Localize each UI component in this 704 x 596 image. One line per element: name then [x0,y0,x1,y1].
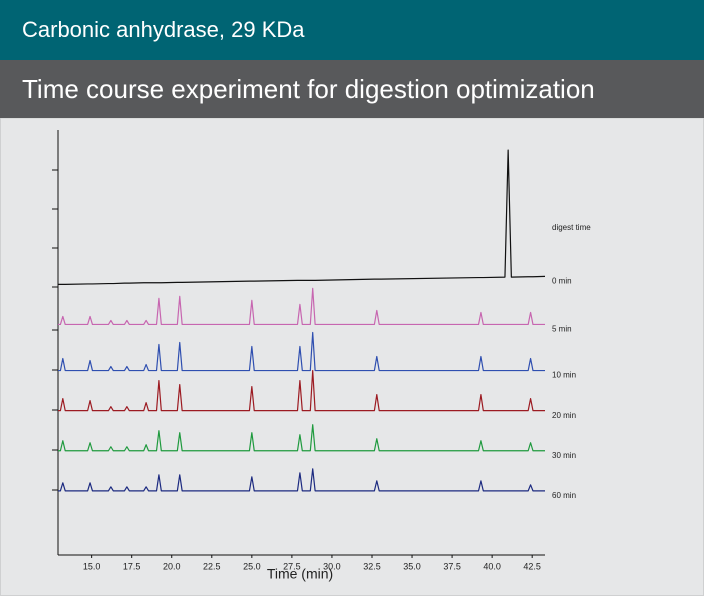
x-tick-label: 37.5 [443,561,461,571]
trace [58,369,545,412]
legend-label: 5 min [552,325,572,334]
x-tick-label: 30.0 [323,561,341,571]
x-tick-label: 22.5 [203,561,221,571]
chart-panel [0,118,704,596]
legend-label: 10 min [552,371,576,380]
subtitle-bar: Time course experiment for digestion opt… [0,60,704,118]
trace [58,287,545,326]
x-tick-label: 25.0 [243,561,261,571]
x-axis-label: Time (min) [267,566,333,582]
x-tick-label: 32.5 [363,561,381,571]
legend-label: 60 min [552,491,576,500]
trace [58,331,545,372]
x-tick-label: 27.5 [283,561,301,571]
chart: Time (min) digest time 15.0 17.5 20.0 22.5 2… [0,118,704,596]
trace [58,149,546,285]
title-bar: Carbonic anhydrase, 29 KDa [0,0,704,60]
x-tick-label: 15.0 [83,561,101,571]
x-tick-label: 42.5 [523,561,541,571]
trace [58,468,545,492]
legend-label: 20 min [552,411,576,420]
x-tick-label: 17.5 [123,561,141,571]
legend-label: 0 min [552,276,572,285]
trace [58,424,545,452]
subtitle: Time course experiment for digestion opt… [22,74,595,104]
legend-label: 30 min [552,451,576,460]
x-tick-label: 35.0 [403,561,421,571]
x-tick-label: 20.0 [163,561,181,571]
legend-title: digest time [552,223,591,232]
y-axis-ticks [52,169,58,491]
x-tick-label: 40.0 [483,561,501,571]
title: Carbonic anhydrase, 29 KDa [22,17,305,42]
